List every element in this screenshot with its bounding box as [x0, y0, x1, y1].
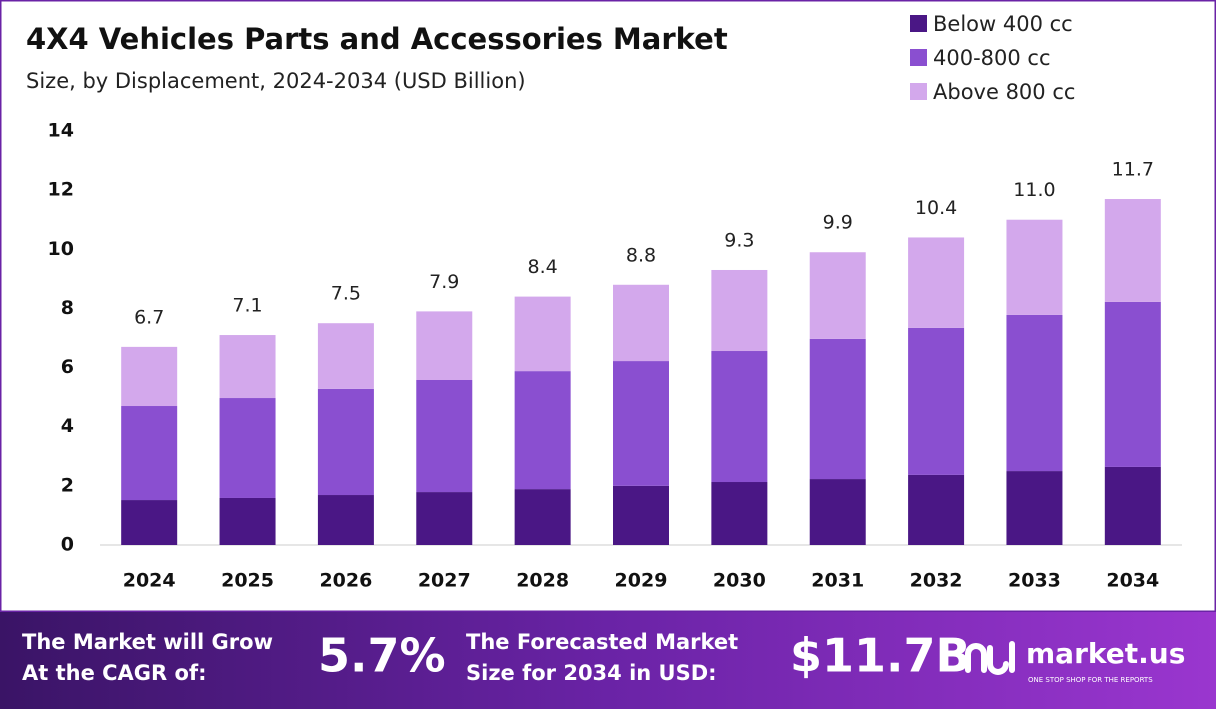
x-tick-label: 2031 — [811, 570, 864, 592]
bar-segment — [1104, 199, 1161, 302]
bar-segment — [121, 406, 178, 501]
y-tick-label: 6 — [61, 356, 74, 378]
legend-swatch — [910, 83, 927, 100]
bar-segment — [514, 489, 571, 545]
bar-segment — [711, 269, 768, 352]
total-label: 6.7 — [134, 306, 164, 328]
x-tick-label: 2024 — [123, 570, 176, 592]
forecast-label: Size for 2034 in USD: — [466, 661, 717, 685]
y-tick-label: 2 — [61, 474, 74, 496]
bar-segment — [317, 323, 374, 389]
legend-swatch — [910, 15, 927, 32]
bar-segment — [219, 335, 276, 399]
forecast-value: $11.7B — [790, 629, 971, 683]
bar-segment — [1006, 219, 1063, 315]
bar-segment — [908, 237, 965, 328]
y-tick-label: 14 — [48, 120, 74, 142]
cagr-label: The Market will Grow — [22, 630, 273, 654]
bar-segment — [908, 327, 965, 475]
brand-logo — [965, 641, 1015, 675]
bar-segment — [809, 252, 866, 339]
bar-segment — [219, 497, 276, 545]
cagr-value: 5.7% — [318, 629, 446, 683]
y-tick-label: 0 — [61, 534, 74, 556]
total-label: 7.1 — [232, 295, 262, 317]
bar-segment — [908, 474, 965, 545]
legend-label: Below 400 cc — [933, 12, 1073, 36]
chart-subtitle: Size, by Displacement, 2024-2034 (USD Bi… — [26, 69, 526, 93]
bar-segment — [711, 351, 768, 483]
bar-segment — [1006, 314, 1063, 472]
x-tick-label: 2028 — [516, 570, 569, 592]
bar-segment — [514, 371, 571, 490]
bar-segment — [514, 296, 571, 372]
bar-segment — [1006, 471, 1063, 545]
x-tick-label: 2030 — [713, 570, 766, 592]
bar-segment — [809, 479, 866, 545]
forecast-label: The Forecasted Market — [466, 630, 738, 654]
x-tick-label: 2029 — [615, 570, 668, 592]
legend-swatch — [910, 49, 927, 66]
total-label: 8.8 — [626, 244, 656, 266]
bar-segment — [219, 398, 276, 498]
bar-segment — [416, 311, 473, 380]
bar-segment — [317, 495, 374, 545]
total-label: 10.4 — [915, 197, 957, 219]
bar-segment — [711, 482, 768, 545]
total-label: 7.5 — [331, 283, 361, 305]
x-tick-label: 2027 — [418, 570, 471, 592]
cagr-label: At the CAGR of: — [22, 661, 207, 685]
x-tick-label: 2032 — [910, 570, 963, 592]
y-tick-label: 12 — [48, 179, 74, 201]
bar-segment — [121, 500, 178, 545]
x-tick-label: 2034 — [1106, 570, 1159, 592]
x-tick-label: 2033 — [1008, 570, 1061, 592]
bar-segment — [613, 284, 669, 362]
legend-label: Above 800 cc — [933, 80, 1075, 104]
bar-segment — [613, 361, 669, 486]
bar-segment — [809, 338, 866, 480]
total-label: 8.4 — [528, 256, 558, 278]
legend-label: 400-800 cc — [933, 46, 1051, 70]
total-label: 11.7 — [1112, 159, 1154, 181]
total-label: 11.0 — [1013, 179, 1055, 201]
x-tick-label: 2026 — [319, 570, 372, 592]
brand-name: market.us — [1026, 637, 1185, 670]
bar-segment — [317, 388, 374, 496]
bar-segment — [613, 485, 669, 545]
bar-segment — [1104, 301, 1161, 467]
bar-segment — [1104, 466, 1161, 545]
bar-segment — [416, 492, 473, 545]
bar-segment — [121, 346, 178, 407]
y-tick-label: 10 — [48, 238, 74, 260]
x-tick-label: 2025 — [221, 570, 274, 592]
y-tick-label: 4 — [61, 415, 74, 437]
bar-segment — [416, 379, 473, 493]
y-tick-label: 8 — [61, 297, 74, 319]
total-label: 7.9 — [429, 271, 459, 293]
brand-tagline: ONE STOP SHOP FOR THE REPORTS — [1028, 676, 1153, 684]
total-label: 9.9 — [823, 212, 853, 234]
total-label: 9.3 — [724, 229, 754, 251]
chart-title: 4X4 Vehicles Parts and Accessories Marke… — [26, 22, 728, 56]
